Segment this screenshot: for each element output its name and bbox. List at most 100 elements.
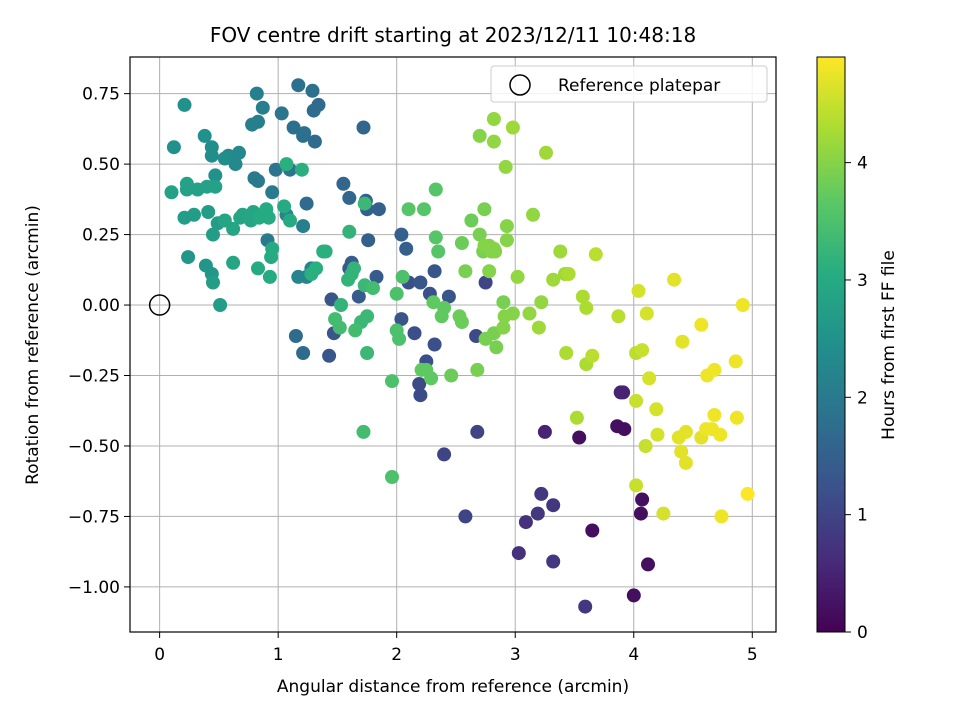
data-point [197, 128, 212, 143]
data-point [482, 264, 497, 279]
x-axis-ticks: 0 1 2 3 4 5 [154, 632, 758, 665]
data-point [569, 410, 584, 425]
data-point [427, 264, 442, 279]
data-point [499, 233, 514, 248]
data-point [728, 354, 743, 369]
x-tick-label: 5 [747, 645, 758, 665]
data-point [649, 402, 664, 417]
x-tick-label: 1 [273, 645, 284, 665]
y-tick-label: 0.75 [82, 85, 120, 105]
data-point [707, 362, 722, 377]
y-tick-label: −1.00 [68, 578, 120, 598]
legend-box [490, 65, 768, 103]
y-tick-label: 0.50 [82, 155, 120, 175]
data-point [369, 269, 384, 284]
data-point [389, 286, 404, 301]
legend-reference-marker [509, 74, 531, 96]
data-point [526, 207, 540, 222]
data-point [213, 298, 228, 312]
data-point [181, 250, 196, 265]
data-point [394, 312, 409, 327]
data-point [226, 255, 241, 270]
data-point [265, 241, 280, 256]
data-point [245, 117, 260, 132]
data-point [656, 506, 671, 521]
data-point [561, 267, 576, 281]
data-point [413, 388, 428, 403]
data-point [392, 331, 407, 346]
reference-point-marker [148, 294, 171, 316]
y-tick-label: −0.50 [68, 437, 120, 457]
data-point [498, 159, 513, 174]
data-point [428, 182, 443, 197]
data-point [534, 295, 549, 310]
data-point [431, 244, 446, 259]
data-point [489, 340, 504, 355]
data-point [470, 424, 485, 439]
data-point [277, 199, 292, 214]
data-point [427, 337, 442, 352]
data-point [395, 269, 410, 284]
data-point [499, 219, 514, 234]
data-point [356, 424, 371, 439]
data-point [318, 244, 333, 259]
data-point [477, 202, 492, 217]
data-point [305, 83, 320, 98]
data-point [454, 315, 469, 329]
data-point [261, 210, 276, 225]
data-point [206, 227, 220, 242]
data-point [522, 306, 537, 321]
data-point [578, 599, 593, 614]
data-point [675, 334, 690, 349]
data-point [366, 281, 380, 296]
data-point [588, 247, 603, 262]
data-point [629, 478, 644, 493]
y-tick-label: 0.25 [82, 226, 120, 246]
data-point [262, 269, 277, 284]
legend: Reference platepar [490, 65, 768, 103]
data-point [496, 295, 511, 310]
data-point [334, 298, 348, 312]
colorbar [816, 56, 846, 633]
data-point [177, 210, 192, 225]
data-point [322, 348, 337, 363]
data-point [342, 190, 357, 205]
chart-title: FOV centre drift starting at 2023/12/11 … [210, 23, 696, 47]
plot-frame [129, 56, 777, 633]
data-point [311, 97, 326, 112]
data-point [361, 233, 376, 248]
data-point [307, 134, 322, 149]
data-point [232, 145, 246, 160]
data-point [208, 168, 223, 183]
data-point [505, 120, 520, 135]
data-point [288, 329, 303, 343]
data-point [486, 134, 501, 149]
data-point [251, 261, 265, 276]
data-point [247, 171, 262, 186]
data-point [472, 128, 487, 143]
data-point [206, 275, 220, 290]
data-point [428, 230, 443, 245]
data-point [546, 272, 561, 287]
data-point [249, 86, 264, 101]
data-point [729, 410, 744, 425]
data-point [626, 588, 641, 603]
data-point [299, 196, 314, 211]
x-tick-label: 3 [510, 645, 521, 665]
data-point [204, 148, 219, 163]
data-point [413, 275, 428, 290]
data-point [385, 374, 399, 389]
data-point [572, 430, 587, 445]
data-point [546, 554, 561, 569]
data-point [394, 227, 409, 242]
data-point [511, 546, 526, 561]
data-point [575, 289, 590, 304]
data-point [531, 320, 546, 335]
data-point [510, 269, 525, 284]
data-point [633, 506, 648, 521]
data-point [559, 346, 574, 360]
data-point [255, 100, 270, 115]
data-point [399, 241, 414, 256]
data-point [585, 523, 600, 538]
data-point [356, 120, 371, 135]
